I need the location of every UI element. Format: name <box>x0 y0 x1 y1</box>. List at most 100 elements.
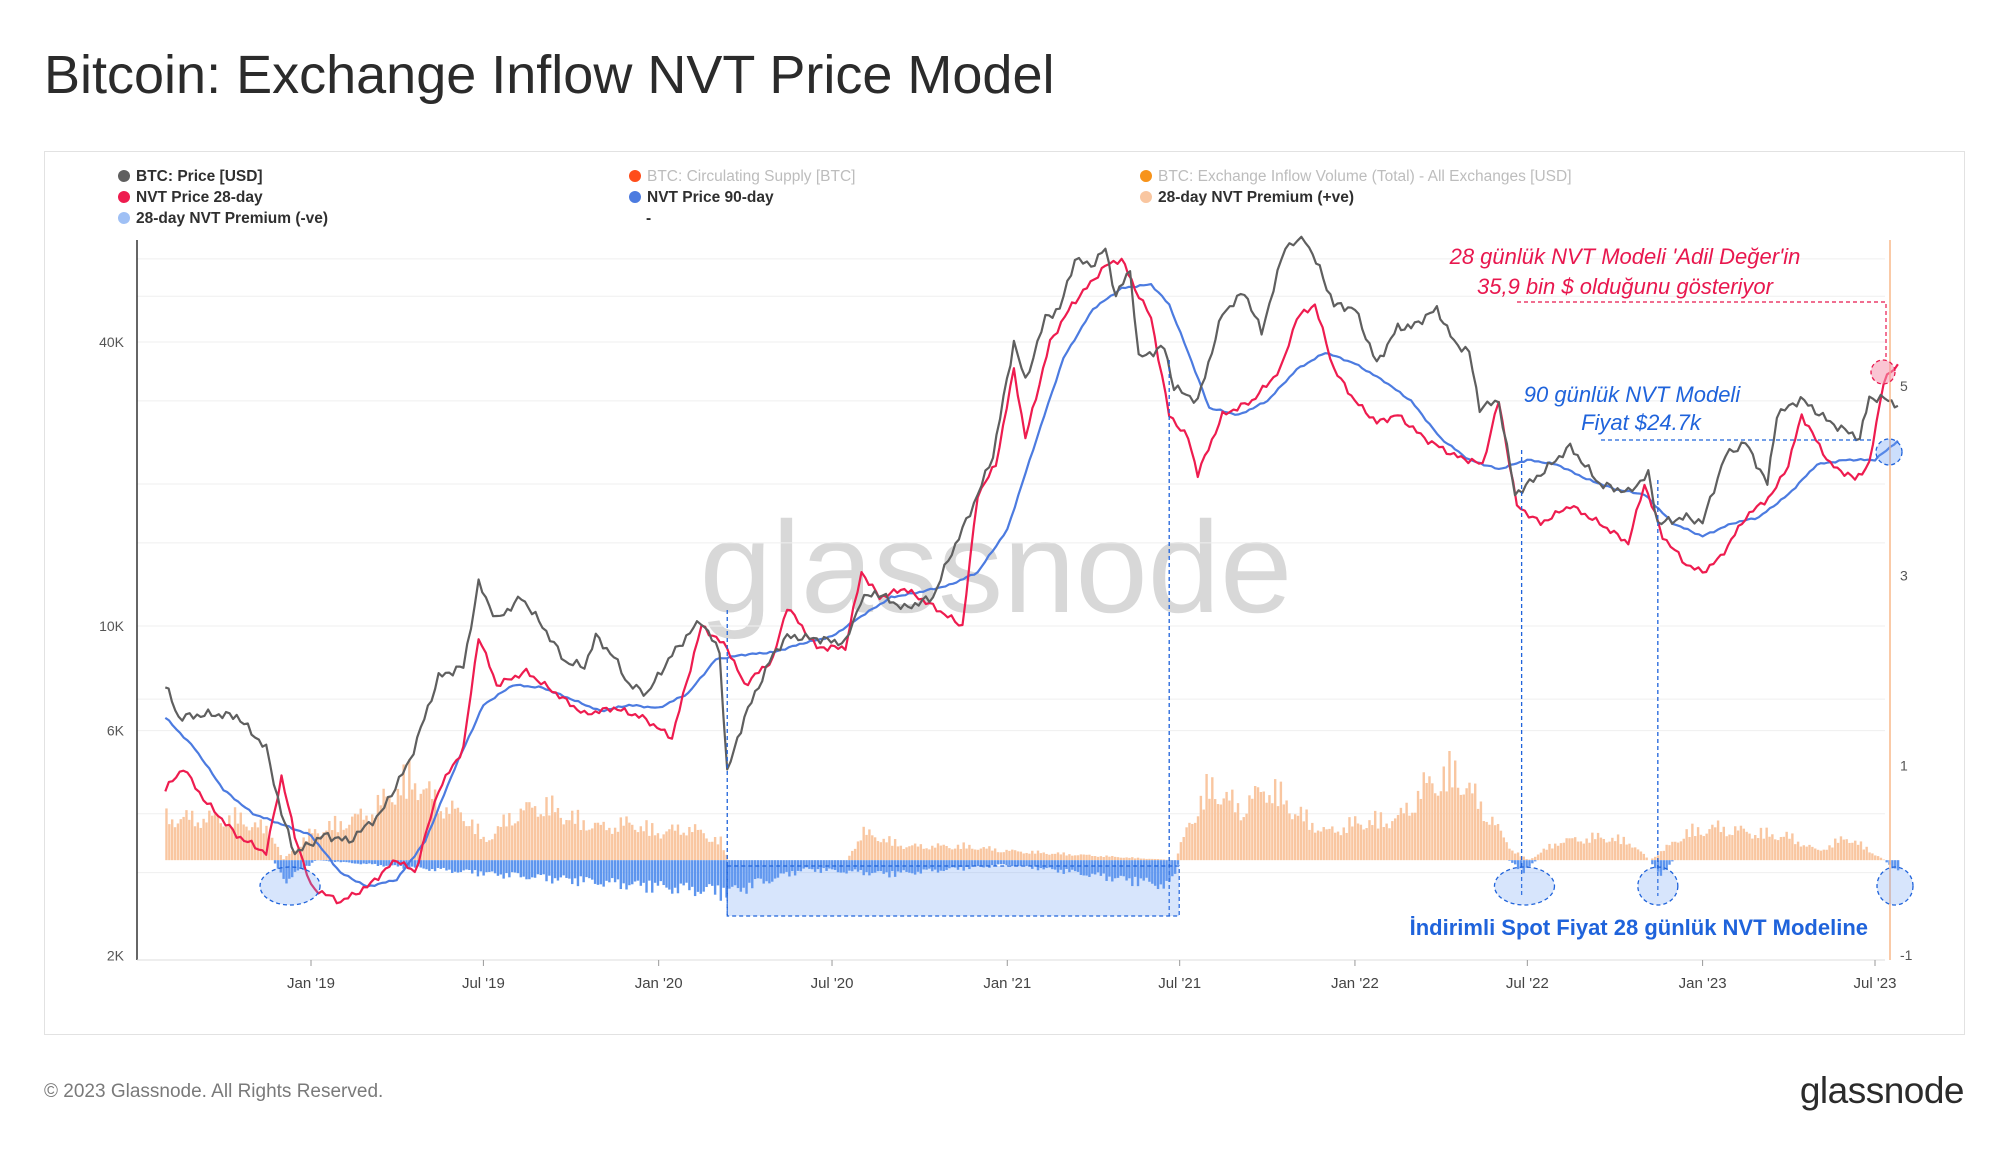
premium-pos-bar <box>513 823 517 861</box>
premium-pos-bar <box>1271 803 1274 861</box>
legend-item-btc-price[interactable]: BTC: Price [USD] <box>118 168 263 186</box>
premium-pos-bar <box>571 810 574 861</box>
premium-neg-bar <box>525 860 528 880</box>
premium-pos-bar <box>1085 854 1088 861</box>
annotation-bottom: İndirimli Spot Fiyat 28 günlük NVT Model… <box>1410 915 1868 940</box>
premium-pos-bar <box>1262 791 1265 861</box>
premium-pos-bar <box>982 847 985 861</box>
premium-neg-bar <box>865 860 868 873</box>
premium-pos-bar <box>1734 826 1737 861</box>
premium-neg-bar <box>573 860 577 879</box>
premium-pos-bar <box>1336 831 1340 861</box>
premium-pos-bar <box>179 819 182 861</box>
premium-pos-bar <box>445 807 448 861</box>
premium-pos-bar <box>1794 844 1797 861</box>
premium-pos-bar <box>1236 803 1240 861</box>
premium-pos-bar <box>1731 835 1734 861</box>
legend-item-nvt-90[interactable]: NVT Price 90-day <box>629 189 774 207</box>
premium-neg-bar <box>519 860 522 878</box>
legend-item-dash[interactable]: - <box>646 210 651 228</box>
premium-neg-bar <box>808 860 811 869</box>
premium-pos-bar <box>1714 827 1717 861</box>
premium-pos-bar <box>1382 827 1385 861</box>
legend-item-exchange-inflow[interactable]: BTC: Exchange Inflow Volume (Total) - Al… <box>1140 168 1572 186</box>
premium-neg-bar <box>828 860 831 869</box>
premium-neg-bar <box>528 860 531 880</box>
premium-pos-bar <box>1616 834 1620 861</box>
premium-pos-bar <box>413 783 417 861</box>
premium-pos-bar <box>1662 850 1665 861</box>
legend-item-circulating-supply[interactable]: BTC: Circulating Supply [BTC] <box>629 168 855 186</box>
premium-pos-bar <box>519 808 522 861</box>
premium-pos-bar <box>1211 777 1214 861</box>
premium-pos-bar <box>1162 859 1165 861</box>
premium-neg-bar <box>699 860 703 894</box>
premium-neg-bar <box>353 860 357 864</box>
premium-pos-bar <box>699 829 703 861</box>
y2-tick-label: 5 <box>1900 378 1908 394</box>
premium-pos-bar <box>1568 838 1571 861</box>
premium-pos-bar <box>1148 858 1151 861</box>
premium-pos-bar <box>322 832 325 861</box>
premium-pos-bar <box>991 850 994 861</box>
premium-neg-bar <box>431 860 434 870</box>
premium-neg-bar <box>942 860 945 872</box>
premium-pos-bar <box>888 836 891 861</box>
premium-pos-bar <box>451 800 454 861</box>
legend-dot <box>629 191 641 203</box>
premium-neg-bar <box>468 860 471 871</box>
premium-neg-bar <box>393 860 397 866</box>
premium-pos-bar <box>1099 856 1103 861</box>
premium-neg-bar <box>591 860 594 880</box>
premium-neg-bar <box>376 860 380 866</box>
premium-neg-bar <box>445 860 448 871</box>
premium-pos-bar <box>716 844 720 861</box>
premium-pos-bar <box>1013 850 1017 861</box>
premium-pos-bar <box>1874 855 1877 861</box>
premium-pos-bar <box>365 815 368 861</box>
premium-pos-bar <box>1571 838 1574 861</box>
premium-pos-bar <box>988 846 991 861</box>
legend-dot <box>118 191 130 203</box>
legend-item-premium-pos[interactable]: 28-day NVT Premium (+ve) <box>1140 189 1354 207</box>
legend-item-nvt-28[interactable]: NVT Price 28-day <box>118 189 263 207</box>
premium-pos-bar <box>1785 831 1788 861</box>
premium-neg-bar <box>602 860 605 887</box>
premium-pos-bar <box>1465 788 1468 861</box>
premium-pos-bar <box>1062 852 1065 861</box>
premium-pos-bar <box>373 817 377 861</box>
premium-neg-bar <box>1045 860 1048 869</box>
premium-neg-bar <box>516 860 520 874</box>
premium-neg-bar <box>1516 860 1520 870</box>
premium-pos-bar <box>691 832 694 861</box>
premium-neg-bar <box>811 860 814 870</box>
premium-pos-bar <box>922 848 925 861</box>
premium-neg-bar <box>733 860 737 886</box>
premium-neg-bar <box>679 860 683 884</box>
premium-pos-bar <box>953 848 957 861</box>
premium-pos-bar <box>1862 849 1866 861</box>
premium-neg-bar <box>965 860 968 867</box>
premium-pos-bar <box>1842 839 1846 861</box>
premium-pos-bar <box>1596 832 1600 861</box>
premium-pos-bar <box>1453 760 1457 861</box>
premium-pos-bar <box>1751 838 1754 861</box>
premium-neg-bar <box>1108 860 1111 877</box>
premium-pos-bar <box>1602 838 1605 861</box>
premium-pos-bar <box>1339 835 1343 861</box>
premium-neg-bar <box>1896 860 1900 871</box>
legend-label: BTC: Exchange Inflow Volume (Total) - Al… <box>1158 168 1572 185</box>
premium-pos-bar <box>1802 845 1806 861</box>
premium-pos-bar <box>668 829 671 861</box>
premium-pos-bar <box>371 814 374 861</box>
premium-neg-bar <box>513 860 517 873</box>
legend-item-premium-neg[interactable]: 28-day NVT Premium (-ve) <box>118 210 328 228</box>
premium-pos-bar <box>1296 815 1300 861</box>
axes: 40K 10K 6K 2K 5 3 1 -1 Jan '19 Jul '19 Jan '20 Jul … <box>99 240 1913 992</box>
premium-pos-bar <box>170 819 174 861</box>
premium-pos-bar <box>433 789 437 861</box>
premium-pos-bar <box>679 834 683 861</box>
premium-neg-bar <box>596 860 600 885</box>
premium-pos-bar <box>613 827 617 861</box>
premium-neg-bar <box>365 860 368 865</box>
